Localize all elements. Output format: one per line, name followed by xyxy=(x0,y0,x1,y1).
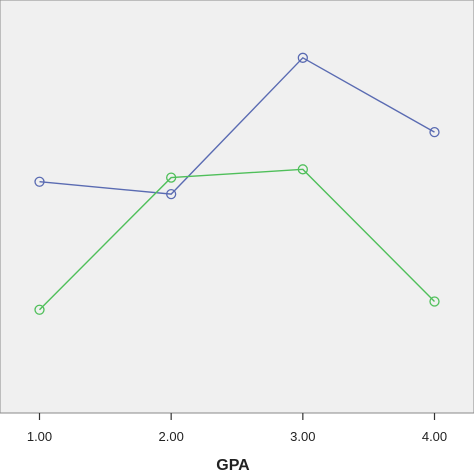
data-point xyxy=(429,127,440,138)
data-point xyxy=(297,164,308,175)
x-axis-title: GPA xyxy=(216,457,250,474)
series-line xyxy=(39,168,435,311)
x-tick-label: 4.00 xyxy=(422,429,447,444)
data-point xyxy=(166,188,177,200)
data-point xyxy=(166,172,177,183)
plot-area xyxy=(0,0,474,414)
data-point xyxy=(34,176,45,187)
x-axis-ticks: 1.00 2.00 3.00 4.00 xyxy=(27,413,447,444)
series-line xyxy=(39,56,435,195)
data-point xyxy=(429,296,440,307)
data-point xyxy=(34,304,45,315)
series-group xyxy=(34,52,440,315)
data-point xyxy=(297,52,308,63)
x-tick-label: 2.00 xyxy=(159,429,184,444)
series-1 xyxy=(34,52,440,200)
x-tick-label: 3.00 xyxy=(290,429,315,444)
x-tick-label: 1.00 xyxy=(27,429,52,444)
series-2 xyxy=(34,164,440,315)
